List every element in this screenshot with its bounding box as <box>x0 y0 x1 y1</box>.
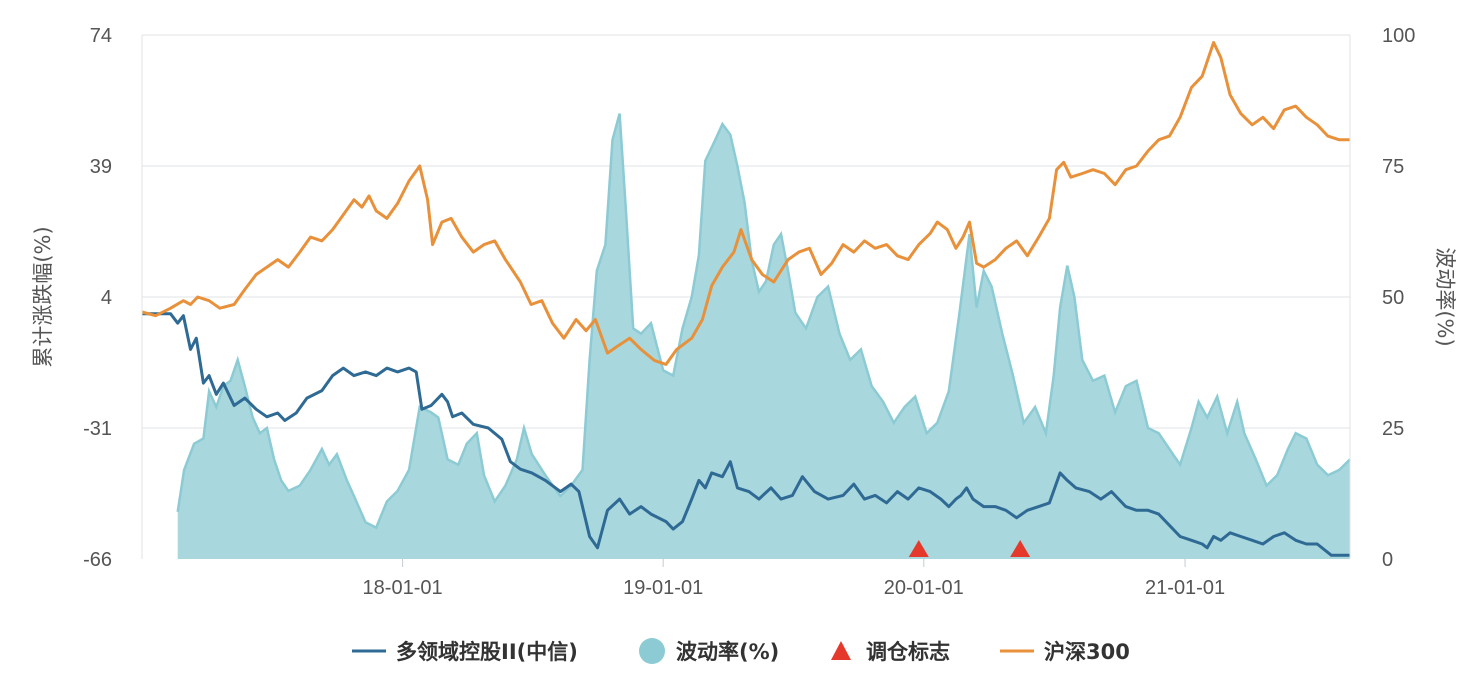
volatility-area-layer <box>176 113 1351 559</box>
axes: 74 39 4 -31 -66 100 75 50 25 0 18-01-01 19-01-01 20-… <box>83 25 1415 599</box>
volatility-area <box>177 113 1351 559</box>
x-tick-label: 18-01-01 <box>363 577 443 599</box>
y-left-tick-label: 4 <box>101 287 112 309</box>
x-tick-label: 20-01-01 <box>884 577 964 599</box>
legend-label: 调仓标志 <box>866 640 950 664</box>
rebalance-marker <box>1010 540 1031 557</box>
volatility-line <box>176 113 1351 530</box>
line-series-layer <box>141 41 1350 557</box>
y-right-tick-label: 50 <box>1382 287 1404 309</box>
y-right-tick-label: 25 <box>1382 418 1404 440</box>
legend-symbol <box>831 641 851 660</box>
legend-label: 波动率(%) <box>676 640 779 664</box>
y-right-tick-label: 75 <box>1382 156 1404 178</box>
legend-label: 沪深300 <box>1044 640 1130 664</box>
marker-layer <box>908 540 1031 557</box>
y-left-tick-label: 39 <box>90 156 112 178</box>
right-axis-title: 波动率(%) <box>1433 247 1457 346</box>
y-right-tick-label: 100 <box>1382 25 1415 47</box>
left-axis-title: 累计涨跌幅(%) <box>31 226 55 367</box>
y-left-tick-label: -66 <box>83 549 112 571</box>
x-tick-label: 19-01-01 <box>623 577 703 599</box>
y-left-tick-label: -31 <box>83 418 112 440</box>
y-left-tick-label: 74 <box>90 25 112 47</box>
legend-label: 多领域控股II(中信) <box>396 640 578 664</box>
legend-symbol <box>639 638 665 664</box>
rebalance-marker <box>908 540 929 557</box>
x-tick-label: 21-01-01 <box>1145 577 1225 599</box>
fund-line <box>142 312 1350 557</box>
index-line <box>141 41 1350 366</box>
y-right-tick-label: 0 <box>1382 549 1393 571</box>
legend: 多领域控股II(中信) 波动率(%) 调仓标志 沪深300 <box>352 638 1130 664</box>
